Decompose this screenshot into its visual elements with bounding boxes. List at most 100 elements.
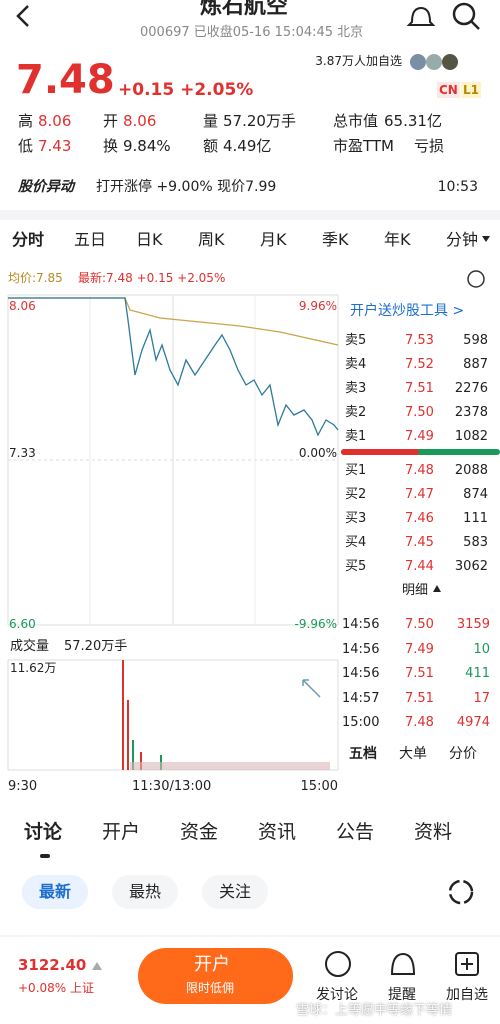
watermark: 雪球：上等愿中等缘下等情 — [296, 1003, 453, 1018]
section-tab[interactable]: 讨论 — [24, 821, 63, 843]
order-price: 7.51 — [405, 381, 434, 396]
trade-time: 14:56 — [342, 617, 380, 632]
stat-label: 量 — [203, 112, 219, 130]
alert-label: 股价异动 — [18, 179, 74, 195]
order-volume: 2378 — [454, 405, 488, 420]
remind-icon[interactable] — [390, 952, 416, 975]
latest-label: 最新:7.48 +0.15 +2.05% — [78, 271, 226, 285]
volume-title: 成交量 — [10, 639, 50, 654]
stat-label: 低 — [18, 137, 34, 155]
button-sub[interactable]: 限时低佣 — [186, 981, 235, 995]
pct-axis-label: 0.00% — [298, 446, 337, 460]
promo[interactable]: 开户送炒股工具 > — [350, 303, 465, 319]
add-icon[interactable] — [455, 952, 479, 976]
time-label: 9:30 — [8, 779, 38, 794]
stat-label: 额 — [203, 137, 219, 155]
detail-label: 明细 — [402, 583, 429, 598]
time-label: 11:30/13:00 — [132, 779, 212, 794]
trade-volume: 4974 — [456, 715, 490, 730]
period-tab[interactable]: 分钟 — [446, 230, 479, 249]
order-label: 买4 — [345, 535, 367, 550]
filter-chip[interactable]: 关注 — [202, 875, 269, 909]
price-axis-label: 8.06 — [9, 299, 36, 313]
refresh-icon[interactable] — [448, 879, 474, 905]
order-price: 7.45 — [405, 535, 434, 550]
action-label[interactable]: 提醒 — [388, 987, 416, 1003]
section-tab[interactable]: 开户 — [102, 821, 141, 843]
order-volume: 2088 — [454, 463, 488, 478]
order-label: 卖4 — [345, 357, 367, 372]
period-tab[interactable]: 月K — [260, 230, 287, 249]
book-tab[interactable]: 大单 — [399, 746, 427, 762]
index-value: 3122.40 — [18, 956, 87, 974]
order-price: 7.48 — [405, 463, 434, 478]
back-icon[interactable] — [16, 5, 29, 27]
stat-value: 7.43 — [38, 137, 72, 155]
period-tab[interactable]: 年K — [384, 230, 411, 249]
stat-label: 换 — [103, 137, 119, 155]
trade-time: 14:56 — [342, 666, 380, 681]
trade-price: 7.50 — [405, 617, 434, 632]
trade-price: 7.48 — [405, 715, 434, 730]
avatar — [426, 54, 442, 70]
action-label[interactable]: 发讨论 — [316, 987, 358, 1003]
trade-volume: 3159 — [456, 617, 490, 632]
stat-value: 9.84% — [123, 137, 171, 155]
avatar — [442, 54, 458, 70]
period-tab[interactable]: 周K — [198, 230, 225, 249]
open-account-button[interactable] — [138, 948, 293, 1004]
period-tab[interactable]: 季K — [322, 230, 349, 249]
book-tab[interactable]: 五档 — [349, 746, 377, 762]
trade-time: 14:57 — [342, 690, 380, 706]
section-tab[interactable]: 公告 — [336, 821, 375, 843]
avg-label: 均价:7.85 — [8, 271, 63, 285]
badge: L1 — [461, 82, 481, 98]
period-tab[interactable]: 五日 — [74, 230, 107, 249]
alert-time: 10:53 — [437, 179, 478, 195]
order-label: 卖2 — [345, 405, 367, 420]
trade-price: 7.51 — [405, 690, 434, 706]
add-plus — [461, 958, 473, 970]
discuss-icon[interactable] — [325, 951, 351, 977]
volume-max: 11.62万 — [10, 661, 57, 675]
stat-value: 4.49亿 — [223, 137, 272, 155]
button-label[interactable]: 开户 — [194, 954, 230, 975]
trade-volume: 10 — [473, 641, 490, 657]
ratio-bar — [341, 449, 419, 455]
search-icon[interactable] — [452, 2, 476, 26]
order-price: 7.44 — [405, 559, 434, 574]
alert-text: 打开涨停 +9.00% 现价7.99 — [96, 179, 277, 195]
action-label[interactable]: 加自选 — [446, 987, 488, 1003]
filter-chip[interactable]: 最新 — [22, 875, 89, 909]
index-arrow — [92, 962, 102, 970]
order-volume: 598 — [463, 333, 488, 348]
order-label: 卖1 — [345, 429, 367, 444]
book-tab[interactable]: 分价 — [449, 746, 477, 762]
trade-time: 15:00 — [342, 715, 380, 730]
settings-icon[interactable] — [467, 270, 485, 288]
price-axis-label: 7.33 — [9, 446, 36, 460]
expand-icon[interactable] — [302, 679, 321, 698]
trade-price: 7.49 — [405, 641, 434, 657]
period-tab[interactable]: 日K — [136, 230, 163, 249]
stat-label: 高 — [18, 112, 34, 130]
order-label: 买2 — [345, 487, 367, 502]
period-tab[interactable]: 分时 — [12, 230, 45, 249]
stat-label: 总市值 — [333, 112, 379, 130]
order-volume: 887 — [463, 357, 488, 372]
stat-label: 市盈TTM — [333, 137, 395, 155]
order-volume: 111 — [463, 511, 488, 526]
order-label: 买1 — [345, 463, 367, 478]
section-tab[interactable]: 资讯 — [258, 821, 297, 843]
section-tab[interactable]: 资金 — [180, 821, 219, 843]
subtitle: 000697 已收盘05-16 15:04:45 北京 — [140, 25, 364, 40]
filter-chip[interactable]: 最热 — [112, 875, 179, 909]
badge: CN — [437, 82, 460, 98]
order-label: 买5 — [345, 559, 367, 574]
time-label: 15:00 — [300, 779, 338, 794]
bell-icon[interactable] — [406, 6, 436, 26]
section-tab[interactable]: 资料 — [414, 821, 453, 843]
title: 炼石航空 — [200, 0, 289, 19]
